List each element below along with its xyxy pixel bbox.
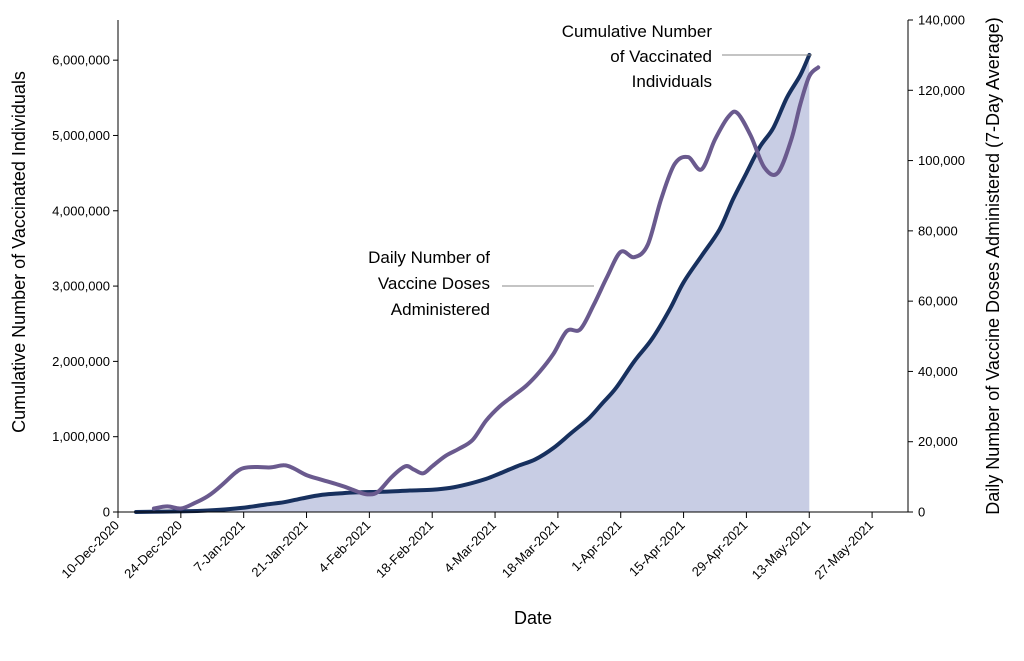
cumulative-series-line	[134, 52, 812, 514]
x-tick-label: 15-Apr-2021	[626, 518, 688, 580]
annotation-daily-line-2: Vaccine Doses	[378, 274, 490, 293]
y-left-tick-label: 4,000,000	[52, 203, 110, 218]
y-left-tick-label: 1,000,000	[52, 429, 110, 444]
x-tick-label: 1-Apr-2021	[568, 517, 625, 574]
x-axis-title: Date	[514, 608, 552, 628]
y-right-tick-label: 0	[918, 505, 925, 520]
y-right-tick-label: 20,000	[918, 434, 958, 449]
annotation-cumulative: Cumulative Number of Vaccinated Individu…	[562, 22, 812, 91]
x-tick-label: 10-Dec-2020	[58, 518, 122, 582]
y-right-tick-label: 40,000	[918, 364, 958, 379]
cumulative-area-fill	[136, 54, 810, 513]
x-tick-label: 4-Mar-2021	[441, 517, 499, 575]
x-tick-label: 29-Apr-2021	[689, 518, 751, 580]
area-layer	[136, 54, 810, 513]
x-tick-label: 18-Mar-2021	[499, 518, 562, 581]
y-axis-right-title: Daily Number of Vaccine Doses Administer…	[983, 17, 1003, 515]
annotation-daily-line-3: Administered	[391, 300, 490, 319]
y-left-tick-label: 3,000,000	[52, 279, 110, 294]
daily-series-line	[151, 65, 821, 511]
annotation-cumulative-line-3: Individuals	[632, 72, 712, 91]
axis-layer	[117, 20, 909, 513]
y-right-tick-label: 60,000	[918, 294, 958, 309]
x-tick-label: 24-Dec-2020	[121, 517, 185, 581]
y-left-tick-label: 6,000,000	[52, 53, 110, 68]
x-tick-label: 21-Jan-2021	[248, 517, 310, 579]
annotation-daily-line-1: Daily Number of	[368, 248, 490, 267]
y-right-tick-label: 80,000	[918, 223, 958, 238]
x-tick-label: 13-May-2021	[749, 518, 814, 583]
annotation-cumulative-line-2: of Vaccinated	[610, 47, 712, 66]
x-tick-label: 4-Feb-2021	[315, 518, 373, 576]
y-axis-left-title: Cumulative Number of Vaccinated Individu…	[9, 71, 29, 433]
y-right-tick-label: 120,000	[918, 83, 965, 98]
x-tick-label: 18-Feb-2021	[373, 518, 436, 581]
y-left-tick-label: 5,000,000	[52, 128, 110, 143]
y-right-tick-label: 100,000	[918, 153, 965, 168]
line-layer	[134, 52, 821, 514]
x-tick-label: 7-Jan-2021	[191, 518, 248, 575]
y-left-tick-label: 0	[103, 505, 110, 520]
x-tick-label: 27-May-2021	[811, 518, 876, 583]
y-left-tick-label: 2,000,000	[52, 354, 110, 369]
annotation-cumulative-line-1: Cumulative Number	[562, 22, 713, 41]
annotation-daily: Daily Number of Vaccine Doses Administer…	[368, 248, 594, 319]
y-right-tick-label: 140,000	[918, 13, 965, 28]
